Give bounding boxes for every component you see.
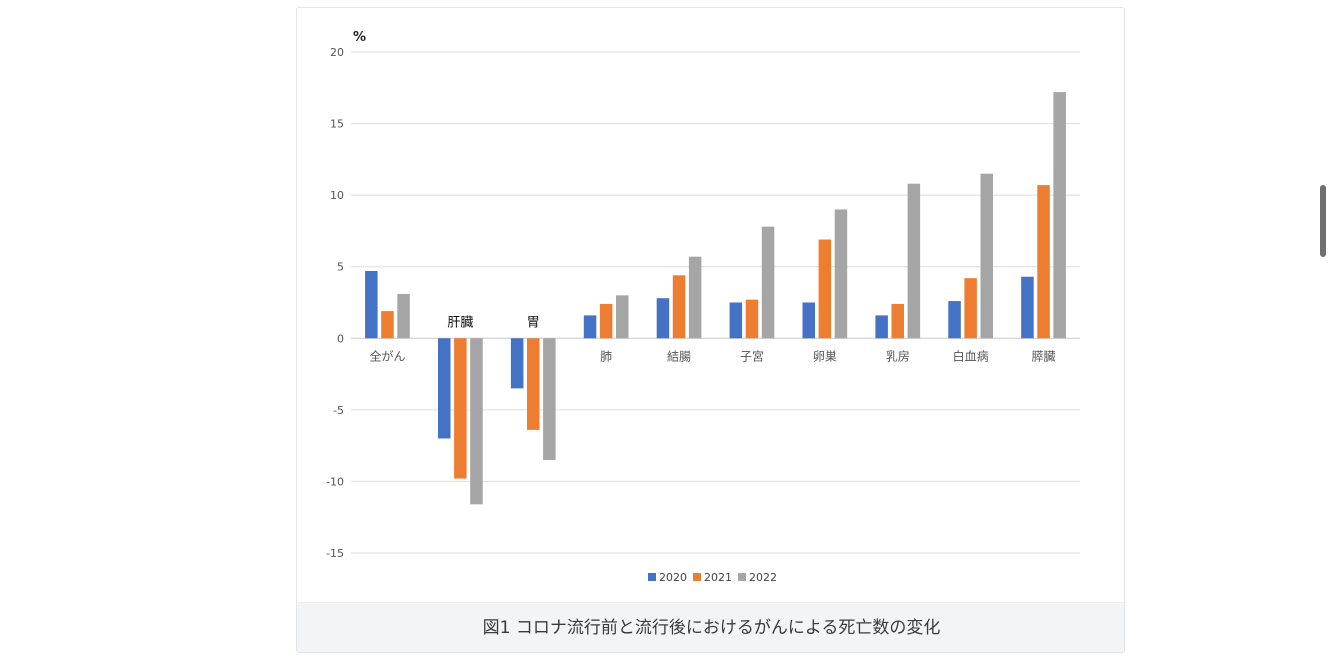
bar-2021-8	[964, 278, 977, 339]
legend-item: 2022	[738, 571, 777, 584]
y-tick-label: 15	[330, 118, 344, 131]
legend: 2020 2021 2022	[648, 571, 777, 584]
bar-2020-9	[1021, 276, 1034, 339]
bar-2021-2	[527, 338, 540, 430]
legend-swatch	[648, 573, 656, 581]
bar-2022-1	[470, 338, 483, 505]
bar-2020-8	[948, 301, 961, 339]
legend-label: 2021	[704, 571, 732, 584]
bar-2020-7	[875, 315, 888, 339]
bar-2022-3	[616, 295, 629, 339]
bars	[365, 92, 1066, 505]
legend-item: 2020	[648, 571, 687, 584]
bar-2020-2	[510, 338, 524, 389]
bar-2021-3	[599, 303, 613, 339]
category-label: 子宮	[740, 348, 764, 363]
legend-label: 2020	[659, 571, 687, 584]
y-tick-label: 5	[337, 261, 344, 274]
category-label: 肺	[600, 349, 612, 363]
legend-swatch	[738, 573, 746, 581]
category-labels: 全がん 肝臓 胃肺 結腸 子宮 卵巣 乳房 白血病 膵臓	[369, 315, 1055, 363]
category-label: 全がん	[369, 348, 405, 363]
legend-label: 2022	[749, 571, 777, 584]
legend-item: 2021	[693, 571, 732, 584]
bar-2022-0	[397, 293, 410, 339]
category-label: 白血病	[953, 348, 989, 363]
bar-2022-2	[543, 338, 556, 460]
bar-2020-4	[656, 298, 670, 339]
figure-caption: 図1 コロナ流行前と流行後におけるがんによる死亡数の変化	[297, 602, 1124, 652]
legend-swatch	[693, 573, 701, 581]
y-tick-label: 0	[337, 332, 344, 345]
bar-2020-6	[802, 302, 815, 339]
category-label: 胃	[527, 315, 540, 330]
bar-2021-1	[454, 338, 467, 479]
y-tick-label: 20	[330, 46, 344, 59]
bar-2020-5	[729, 302, 743, 339]
y-tick-labels: 20 15 10 5 0 -5 -10 -15	[326, 46, 344, 560]
chart-figure: 20 15 10 5 0 -5 -10 -15 % 全がん 肝臓胃肺結腸 子宮 卵巣 乳房 白血病 膵臓 …	[296, 7, 1125, 653]
bar-2021-5	[745, 299, 759, 339]
bar-2022-4	[688, 256, 702, 339]
bar-2021-0	[381, 311, 394, 339]
bar-2022-8	[980, 173, 993, 339]
bar-2022-7	[907, 183, 921, 339]
scrollbar-thumb[interactable]	[1320, 185, 1326, 257]
category-label: 卵巣	[813, 349, 837, 363]
bar-2021-9	[1037, 185, 1050, 339]
category-label: 肝臓	[447, 315, 473, 330]
y-axis-label: %	[353, 30, 366, 45]
y-tick-label: 10	[330, 189, 344, 202]
bar-2020-1	[438, 338, 451, 439]
category-label: 乳房	[886, 348, 910, 363]
y-tick-label: -15	[326, 547, 344, 560]
bar-2022-5	[761, 226, 775, 339]
category-label: 膵臓	[1032, 349, 1056, 363]
bar-2022-6	[834, 209, 848, 339]
y-tick-label: -5	[333, 404, 344, 417]
bar-2020-3	[583, 315, 597, 339]
y-tick-label: -10	[326, 475, 344, 488]
bar-2021-4	[672, 275, 686, 339]
bar-2020-0	[365, 271, 378, 339]
category-label: 結腸	[667, 349, 691, 363]
bar-2021-7	[891, 303, 904, 339]
bar-2022-9	[1053, 92, 1066, 339]
bar-2021-6	[818, 239, 832, 339]
